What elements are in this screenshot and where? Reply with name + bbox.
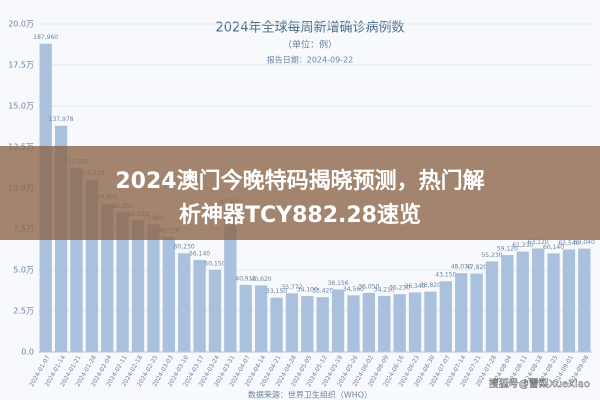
data-label: 48,070 [451,264,472,271]
bar [531,248,545,352]
bar [516,251,529,352]
chart-subtitle: （单位：例） [283,39,337,51]
bar [331,289,345,352]
bar [439,281,452,352]
data-label: 59,120 [497,246,518,253]
bar [116,212,129,352]
bar [408,292,422,352]
data-label: 35,230 [389,285,410,292]
chart-title: 2024年全球每周新增确诊病例数 [215,20,404,36]
bar [501,255,514,352]
data-label: 35,772 [281,284,302,291]
data-label: 47,820 [466,264,487,271]
bar [208,269,222,352]
bar [270,297,283,352]
data-label: 38,156 [328,280,349,287]
bar [239,284,252,352]
bar [254,285,268,352]
data-label: 40,911 [235,275,256,282]
watermark: 搜狐号@雪梨XueXiao [489,377,590,390]
data-label: 43,150 [435,272,456,279]
data-label: 137,978 [49,116,74,123]
report-date: 报告日期：2024-09-22 [267,55,354,65]
bar [485,261,499,352]
bar [562,249,576,352]
data-label: 33,150 [266,288,287,295]
data-label: 56,140 [189,250,210,257]
data-label: 50,150 [204,260,225,267]
headline: 2024澳门今晚特码揭晓预测，热门解 [115,168,484,194]
data-label: 63,040 [574,239,595,246]
bar [162,237,175,352]
bar [285,293,299,352]
data-label: 36,820 [420,282,441,289]
data-label: 187,960 [33,34,58,41]
bar [362,292,376,352]
data-label: 36,050 [358,283,379,290]
banner [0,146,600,240]
data-label: 36,340 [405,283,426,290]
bar [378,295,391,352]
bar [131,220,145,352]
data-label: 34,210 [374,286,395,293]
bar [347,295,360,352]
y-tick-label: 5.0万 [13,266,34,275]
data-label: 33,420 [312,288,333,295]
bar [224,208,237,352]
bar [178,253,191,352]
y-tick-label: 17.5万 [8,61,34,70]
bar [193,259,206,352]
headline: 析神器TCY882.28速览 [179,202,421,228]
y-tick-label: 20.0万 [8,20,34,29]
data-label: 60,140 [543,244,564,251]
data-label: 62,540 [558,240,579,247]
y-tick-label: 15.0万 [8,102,34,111]
data-label: 61,230 [512,242,533,249]
data-label: 60,230 [174,244,195,251]
bar [424,291,437,352]
y-tick-label: 2.5万 [13,307,34,316]
bar [578,248,591,352]
bar [547,253,560,352]
data-label: 40,620 [251,276,272,283]
data-label: 34,560 [343,286,364,293]
data-label: 55,230 [481,252,502,259]
source: 数据来源：世界卫生组织（WHO） [248,390,372,400]
data-label: 63,120 [528,239,549,246]
y-tick-label: 0.0 [21,348,34,357]
bar [470,273,483,352]
bar [301,296,314,352]
bar [147,224,160,352]
bar [101,203,114,352]
bar [455,273,468,352]
data-label: 34,100 [297,287,318,294]
bar [316,297,329,352]
bar [393,294,406,352]
